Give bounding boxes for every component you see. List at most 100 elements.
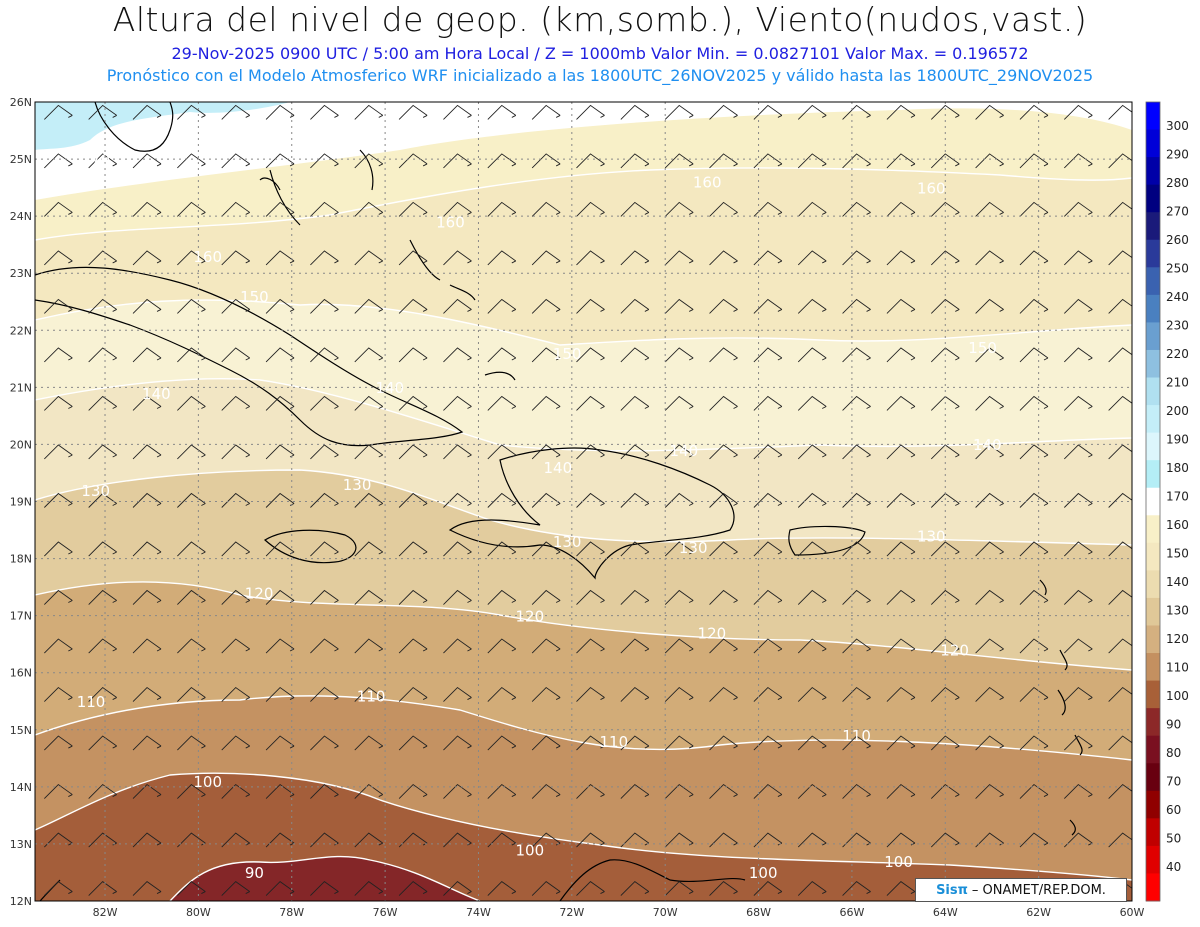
wind-barb — [576, 347, 605, 363]
wind-barb — [975, 298, 1004, 314]
wind-barb — [44, 201, 73, 217]
colorbar-label: 150 — [1166, 547, 1189, 561]
lon-label: 66W — [839, 906, 864, 919]
wind-barb — [44, 250, 73, 266]
wind-barb — [398, 347, 428, 363]
wind-barb — [576, 735, 605, 751]
contour-label: 130 — [81, 482, 110, 500]
contour-label: 170 — [81, 151, 110, 169]
wind-barb — [753, 589, 783, 605]
wind-barb — [443, 104, 472, 120]
wind-barb — [886, 589, 916, 605]
longitude-labels: 82W 80W 78W 76W 74W 72W 70W 68W 66W 64W 62W 60W — [93, 906, 1145, 919]
wind-barb — [221, 735, 250, 751]
colorbar-label: 280 — [1166, 176, 1189, 190]
wind-barb — [88, 783, 117, 799]
contour-label: 100 — [749, 864, 778, 882]
wind-barb — [797, 589, 827, 605]
wind-barb — [797, 347, 827, 363]
wind-barb — [797, 880, 827, 896]
colorbar-label: 100 — [1166, 689, 1189, 703]
wind-barb — [398, 298, 428, 314]
wind-barb — [664, 395, 694, 411]
wind-barb — [443, 541, 472, 557]
wind-barb — [797, 492, 827, 508]
wind-barb — [930, 347, 960, 363]
wind-barb — [221, 589, 250, 605]
wind-barb — [1019, 589, 1049, 605]
wind-barb — [1019, 444, 1049, 460]
lon-label: 80W — [186, 906, 211, 919]
wind-barb — [664, 298, 694, 314]
contour-label: 100 — [515, 841, 544, 859]
colorbar-label: 40 — [1166, 860, 1181, 874]
lon-label: 82W — [93, 906, 118, 919]
wind-barb — [664, 201, 694, 217]
colorbar-swatch — [1146, 818, 1160, 847]
wind-barb — [709, 153, 738, 169]
wind-barb — [354, 250, 384, 266]
wind-barb — [354, 395, 384, 411]
wind-barb — [576, 250, 605, 266]
shaded-field: 170 160 160 160 160 150 150 150 140 140 140 140 140 1… — [35, 102, 1132, 901]
contour-label: 90 — [245, 864, 264, 882]
wind-barb — [1064, 492, 1093, 508]
wind-barb — [620, 298, 650, 314]
colorbar-swatch — [1146, 129, 1160, 158]
wind-barb — [930, 104, 960, 120]
lat-label: 16N — [10, 667, 32, 680]
colorbar-label: 270 — [1166, 205, 1189, 219]
wind-barb — [487, 880, 517, 896]
wind-barb — [487, 541, 517, 557]
wind-barb — [132, 250, 162, 266]
wind-barb — [709, 250, 738, 266]
wind-barb — [930, 735, 960, 751]
jamaica-coast — [263, 529, 357, 564]
puerto-rico-coast — [788, 525, 866, 556]
wind-barb — [221, 201, 250, 217]
wind-barb — [930, 783, 960, 799]
contour-label: 120 — [245, 585, 274, 603]
wind-barb — [310, 104, 339, 120]
colorbar-swatch — [1146, 157, 1160, 186]
wind-barb — [975, 492, 1004, 508]
florida-coast — [94, 102, 174, 152]
colorbar-label: 180 — [1166, 461, 1189, 475]
lat-label: 17N — [10, 610, 32, 623]
wind-barb — [132, 589, 162, 605]
wind-barb — [842, 201, 871, 217]
wind-barb — [664, 492, 694, 508]
colorbar-swatch — [1146, 653, 1160, 682]
wind-barb — [709, 880, 738, 896]
wind-barb — [132, 541, 162, 557]
colorbar-swatch — [1146, 322, 1160, 351]
wind-barb — [310, 541, 339, 557]
contour-label: 110 — [842, 727, 871, 745]
wind-barb — [753, 444, 783, 460]
wind-barb — [576, 444, 605, 460]
wind-barb — [664, 832, 694, 848]
colorbar-swatch — [1146, 102, 1160, 131]
wind-barb — [753, 298, 783, 314]
wind-barb — [443, 686, 472, 702]
wind-barb — [709, 395, 738, 411]
wind-barb — [310, 201, 339, 217]
map-title: Altura del nivel de geop. (km,somb.), Vi… — [112, 0, 1088, 39]
wind-barb — [531, 492, 561, 508]
wind-barb — [620, 104, 650, 120]
wind-barb — [886, 735, 916, 751]
wind-barb — [531, 638, 561, 654]
wind-barb — [44, 832, 73, 848]
colorbar-label: 210 — [1166, 376, 1189, 390]
lon-label: 72W — [559, 906, 584, 919]
wind-barb — [1064, 347, 1093, 363]
colorbar-label: 220 — [1166, 347, 1189, 361]
wind-barb — [975, 347, 1004, 363]
wind-barb — [620, 153, 650, 169]
wind-barb — [354, 201, 384, 217]
wind-barb — [1064, 104, 1093, 120]
wind-barb — [398, 541, 428, 557]
wind-barb — [221, 298, 250, 314]
wind-barb — [797, 153, 827, 169]
